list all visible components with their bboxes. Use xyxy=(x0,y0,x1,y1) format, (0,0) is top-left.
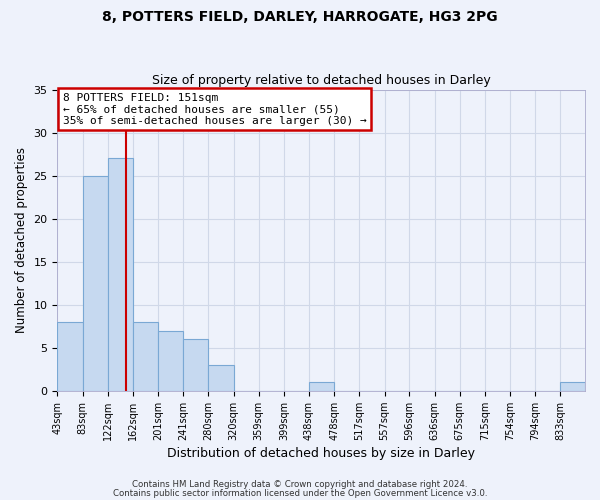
Bar xyxy=(309,382,334,391)
Bar xyxy=(107,158,133,391)
Text: 8 POTTERS FIELD: 151sqm
← 65% of detached houses are smaller (55)
35% of semi-de: 8 POTTERS FIELD: 151sqm ← 65% of detache… xyxy=(62,92,367,126)
Bar xyxy=(83,176,107,391)
Text: Contains HM Land Registry data © Crown copyright and database right 2024.: Contains HM Land Registry data © Crown c… xyxy=(132,480,468,489)
Y-axis label: Number of detached properties: Number of detached properties xyxy=(15,147,28,333)
Bar xyxy=(184,339,208,391)
Bar xyxy=(133,322,158,391)
Bar xyxy=(158,330,184,391)
X-axis label: Distribution of detached houses by size in Darley: Distribution of detached houses by size … xyxy=(167,447,475,460)
Title: Size of property relative to detached houses in Darley: Size of property relative to detached ho… xyxy=(152,74,491,87)
Text: 8, POTTERS FIELD, DARLEY, HARROGATE, HG3 2PG: 8, POTTERS FIELD, DARLEY, HARROGATE, HG3… xyxy=(102,10,498,24)
Bar xyxy=(560,382,585,391)
Bar xyxy=(58,322,83,391)
Bar xyxy=(208,365,233,391)
Text: Contains public sector information licensed under the Open Government Licence v3: Contains public sector information licen… xyxy=(113,489,487,498)
